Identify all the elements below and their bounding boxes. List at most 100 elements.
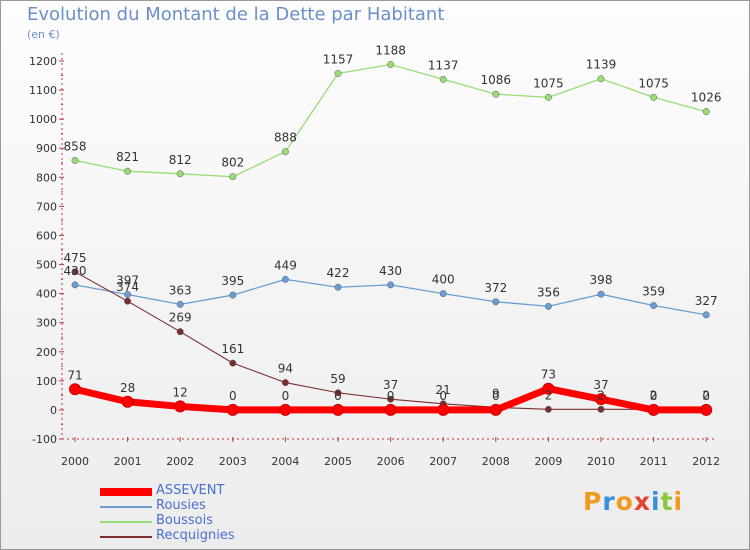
series-point-boussois bbox=[387, 61, 395, 68]
y-tick-label: 500 bbox=[36, 259, 57, 272]
series-point-rousies bbox=[334, 283, 342, 291]
x-tick-label: 2005 bbox=[324, 455, 352, 468]
data-label: 327 bbox=[695, 294, 718, 308]
x-tick-label: 2011 bbox=[640, 455, 668, 468]
series-point-rousies bbox=[229, 291, 237, 299]
series-point-boussois bbox=[650, 93, 658, 101]
series-point-rousies bbox=[281, 275, 289, 283]
series-point-rousies bbox=[176, 300, 184, 308]
data-label: 37 bbox=[383, 378, 398, 392]
data-label: 1139 bbox=[586, 58, 617, 72]
x-tick-label: 2003 bbox=[219, 455, 247, 468]
data-label: 2 bbox=[597, 388, 605, 402]
data-label: 2 bbox=[650, 388, 658, 402]
y-tick-label: 1000 bbox=[29, 113, 57, 126]
data-label: 888 bbox=[274, 131, 297, 145]
data-label: 422 bbox=[327, 266, 350, 280]
y-tick-label: 0 bbox=[50, 404, 57, 417]
series-point-boussois bbox=[492, 90, 500, 98]
series-point-boussois bbox=[334, 70, 342, 77]
data-label: 395 bbox=[221, 274, 244, 288]
data-label: 858 bbox=[64, 139, 87, 153]
data-label: 269 bbox=[169, 311, 192, 325]
series-point-assevent bbox=[595, 393, 607, 406]
logo-letter: i bbox=[651, 487, 661, 516]
legend-label: Recquignies bbox=[156, 528, 235, 543]
data-label: 161 bbox=[221, 342, 244, 356]
data-label: 356 bbox=[537, 285, 560, 299]
x-tick-label: 2006 bbox=[377, 455, 405, 468]
y-tick-label: 600 bbox=[36, 229, 57, 242]
legend-swatch bbox=[100, 488, 152, 496]
data-label: 9 bbox=[492, 386, 500, 400]
data-label: 802 bbox=[221, 156, 244, 170]
logo-letter: i bbox=[673, 487, 684, 516]
legend-label: Boussois bbox=[156, 513, 213, 528]
series-point-rousies bbox=[702, 311, 710, 319]
data-label: 2 bbox=[545, 388, 553, 402]
legend-swatch bbox=[100, 521, 152, 523]
data-label: 398 bbox=[590, 273, 613, 287]
x-tick-label: 2009 bbox=[534, 455, 562, 468]
series-point-recquignies bbox=[281, 379, 289, 387]
logo-letter: t bbox=[660, 487, 674, 516]
y-tick-label: 300 bbox=[36, 317, 57, 330]
series-point-assevent bbox=[69, 383, 81, 396]
chart-title: Evolution du Montant de la Dette par Hab… bbox=[27, 4, 445, 25]
data-label: 359 bbox=[642, 285, 665, 299]
series-point-recquignies bbox=[176, 328, 184, 336]
data-label: 59 bbox=[330, 372, 345, 386]
y-tick-label: 700 bbox=[36, 200, 57, 213]
x-tick-label: 2010 bbox=[587, 455, 615, 468]
series-point-rousies bbox=[544, 302, 552, 310]
x-tick-label: 2002 bbox=[166, 455, 194, 468]
series-point-recquignies bbox=[597, 405, 605, 413]
logo-letter: x bbox=[633, 487, 651, 516]
series-point-rousies bbox=[650, 302, 658, 309]
chart-subtitle: (en €) bbox=[27, 28, 60, 41]
y-tick-label: 400 bbox=[36, 288, 57, 301]
series-point-assevent bbox=[279, 403, 292, 416]
data-label: 400 bbox=[432, 273, 455, 287]
series-point-boussois bbox=[439, 75, 447, 83]
data-label: 0 bbox=[334, 389, 342, 403]
series-point-recquignies bbox=[387, 395, 395, 403]
legend-label: Rousies bbox=[156, 498, 206, 513]
data-label: 71 bbox=[67, 368, 82, 382]
y-tick-label: 800 bbox=[36, 171, 57, 184]
series-point-rousies bbox=[124, 291, 132, 298]
data-label: 449 bbox=[274, 258, 297, 272]
data-label: 1075 bbox=[638, 76, 669, 90]
data-label: 812 bbox=[169, 153, 192, 167]
x-tick-label: 2008 bbox=[482, 455, 510, 468]
x-tick-label: 2007 bbox=[429, 455, 457, 468]
series-point-assevent bbox=[489, 403, 502, 416]
series-point-rousies bbox=[387, 281, 395, 289]
series-point-boussois bbox=[597, 75, 605, 83]
logo-letter: P bbox=[583, 487, 603, 516]
data-label: 475 bbox=[64, 251, 87, 265]
data-label: 28 bbox=[120, 381, 135, 395]
series-point-assevent bbox=[384, 403, 397, 416]
data-label: 21 bbox=[436, 383, 451, 397]
series-point-assevent bbox=[226, 403, 239, 416]
series-point-rousies bbox=[71, 281, 79, 289]
x-tick-label: 2012 bbox=[692, 455, 720, 468]
x-tick-label: 2000 bbox=[61, 455, 89, 468]
legend-swatch bbox=[100, 506, 152, 508]
data-label: 0 bbox=[229, 389, 237, 403]
series-point-recquignies bbox=[334, 389, 342, 397]
data-label: 1157 bbox=[323, 53, 354, 67]
data-label: 1075 bbox=[533, 76, 564, 90]
series-point-boussois bbox=[702, 108, 710, 116]
series-point-assevent bbox=[647, 403, 660, 416]
data-label: 73 bbox=[541, 368, 556, 382]
data-label: 12 bbox=[173, 385, 188, 399]
series-point-assevent bbox=[174, 400, 187, 413]
y-tick-label: 100 bbox=[36, 375, 57, 388]
data-label: 2 bbox=[702, 388, 710, 402]
data-label: 1026 bbox=[691, 91, 722, 105]
data-label: 0 bbox=[702, 389, 710, 403]
